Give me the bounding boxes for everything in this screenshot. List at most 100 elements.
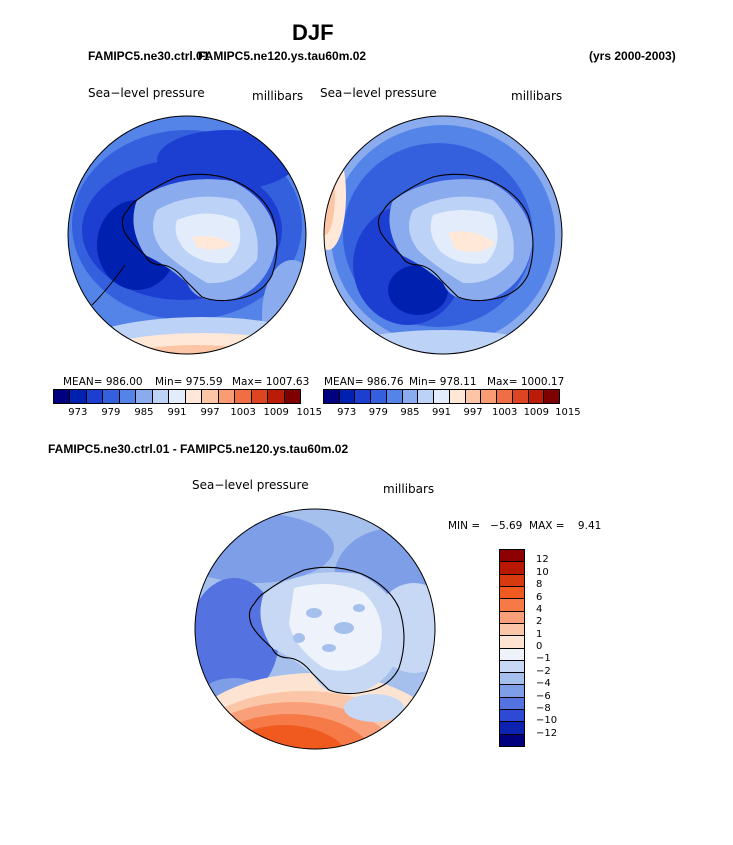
diff-colorbar-swatch xyxy=(500,710,524,723)
colorbar-swatch xyxy=(235,390,252,403)
diff-colorbar-tick-label: 12 xyxy=(536,554,549,566)
diff-colorbar-tick-label: −2 xyxy=(536,665,551,677)
colorbar-tick-label: 1003 xyxy=(491,407,518,418)
colorbar-tick-label: 979 xyxy=(368,407,388,418)
colorbar-swatch xyxy=(218,390,236,403)
colorbar-swatch xyxy=(152,390,170,403)
diff-colorbar-swatch xyxy=(500,586,524,600)
diff-min-max: MIN = −5.69 MAX = 9.41 xyxy=(448,520,602,532)
diff-colorbar-tick-label: 6 xyxy=(536,591,543,603)
test-case-label: FAMIPC5.ne120.ys.tau60m.02 xyxy=(198,49,367,63)
right-polar-map xyxy=(323,115,563,355)
colorbar-swatch xyxy=(434,390,450,403)
colorbar-swatch xyxy=(268,390,285,403)
diff-colorbar-swatch xyxy=(500,734,524,746)
colorbar-swatch xyxy=(119,390,137,403)
colorbar-swatch xyxy=(465,390,482,403)
control-case-label: FAMIPC5.ne30.ctrl.01 xyxy=(88,49,210,63)
colorbar-tick-label: 1009 xyxy=(263,407,289,418)
diff-colorbar-swatch xyxy=(500,673,524,686)
colorbar-tick-label: 1003 xyxy=(230,407,256,418)
right-units-label: millibars xyxy=(511,89,563,103)
diff-colorbar-swatch xyxy=(500,574,524,587)
left-variable-label: Sea−level pressure xyxy=(88,86,205,100)
diff-colorbar-swatch xyxy=(500,648,524,661)
colorbar-swatch xyxy=(284,390,301,403)
diff-colorbar-tick-label: 0 xyxy=(536,641,543,652)
left-units-label: millibars xyxy=(252,89,304,103)
difference-colorbar xyxy=(499,549,525,747)
left-colorbar xyxy=(53,389,301,404)
diff-colorbar-swatch xyxy=(500,697,524,711)
diff-colorbar-tick-label: 1 xyxy=(536,628,543,640)
diff-colorbar-swatch xyxy=(500,685,524,698)
difference-polar-map xyxy=(194,508,436,750)
colorbar-swatch xyxy=(449,390,466,403)
diff-colorbar-tick-label: −4 xyxy=(536,678,551,690)
colorbar-tick-label: 985 xyxy=(134,407,154,418)
diff-colorbar-swatch xyxy=(500,599,524,612)
colorbar-swatch xyxy=(54,390,71,403)
colorbar-swatch xyxy=(202,390,219,403)
colorbar-swatch xyxy=(103,390,120,403)
colorbar-swatch xyxy=(402,390,419,403)
diff-colorbar-swatch xyxy=(500,722,524,735)
diff-colorbar-swatch xyxy=(500,636,524,649)
diff-colorbar-tick-label: −6 xyxy=(536,690,551,702)
right-colorbar-ticks: 973 979 985 991 997 1003 1009 1015 xyxy=(323,407,580,419)
difference-colorbar-ticks: 12 10 8 6 4 2 1 0 −1 −2 −4 −6 −8 −10 −12 xyxy=(536,549,576,747)
colorbar-swatch xyxy=(185,390,203,403)
colorbar-tick-label: 1009 xyxy=(523,407,550,418)
colorbar-swatch xyxy=(386,390,403,403)
diff-colorbar-swatch xyxy=(500,550,524,563)
colorbar-swatch xyxy=(136,390,153,403)
colorbar-tick-label: 1015 xyxy=(555,407,581,418)
colorbar-swatch xyxy=(339,390,356,403)
colorbar-tick-label: 979 xyxy=(101,407,121,418)
colorbar-tick-label: 997 xyxy=(200,407,220,418)
colorbar-swatch xyxy=(251,390,269,403)
colorbar-tick-label: 991 xyxy=(431,407,452,418)
diff-variable-label: Sea−level pressure xyxy=(192,478,309,492)
right-max: Max= 1000.17 xyxy=(487,376,565,388)
diff-colorbar-tick-label: 2 xyxy=(536,616,543,628)
colorbar-tick-label: 1015 xyxy=(296,407,322,418)
colorbar-swatch xyxy=(324,390,340,403)
colorbar-swatch xyxy=(528,390,545,403)
diff-units-label: millibars xyxy=(383,482,435,496)
right-colorbar xyxy=(323,389,560,404)
left-min: Min= 975.59 xyxy=(155,376,223,388)
colorbar-tick-label: 973 xyxy=(337,407,357,418)
left-max: Max= 1007.63 xyxy=(232,376,310,388)
diff-colorbar-swatch xyxy=(500,660,524,674)
diff-colorbar-tick-label: 8 xyxy=(536,579,543,591)
plot-title: DJF xyxy=(292,20,334,45)
colorbar-swatch xyxy=(481,390,498,403)
diff-colorbar-tick-label: −1 xyxy=(536,653,551,665)
difference-label: FAMIPC5.ne30.ctrl.01 - FAMIPC5.ne120.ys.… xyxy=(48,442,349,456)
colorbar-tick-label: 973 xyxy=(68,407,88,418)
colorbar-tick-label: 985 xyxy=(400,407,420,418)
diff-colorbar-tick-label: −12 xyxy=(536,727,558,739)
diff-colorbar-tick-label: 4 xyxy=(536,603,543,615)
right-mean: MEAN= 986.76 xyxy=(324,376,404,388)
diff-colorbar-tick-label: −8 xyxy=(536,702,551,714)
diff-colorbar-swatch xyxy=(500,611,524,624)
colorbar-tick-label: 991 xyxy=(167,407,187,418)
diff-colorbar-swatch xyxy=(500,623,524,637)
left-colorbar-ticks: 973 979 985 991 997 1003 1009 1015 xyxy=(53,407,322,419)
diff-colorbar-tick-label: −10 xyxy=(536,715,558,727)
diff-colorbar-tick-label: 10 xyxy=(536,566,549,578)
left-mean: MEAN= 986.00 xyxy=(63,376,143,388)
right-variable-label: Sea−level pressure xyxy=(320,86,437,100)
colorbar-swatch xyxy=(512,390,529,403)
colorbar-swatch xyxy=(544,390,560,403)
right-min: Min= 978.11 xyxy=(409,376,477,388)
colorbar-swatch xyxy=(355,390,372,403)
colorbar-swatch xyxy=(371,390,387,403)
colorbar-swatch xyxy=(169,390,186,403)
diff-colorbar-swatch xyxy=(500,562,524,575)
colorbar-swatch xyxy=(70,390,87,403)
colorbar-swatch xyxy=(86,390,104,403)
years-label: (yrs 2000-2003) xyxy=(589,49,676,63)
